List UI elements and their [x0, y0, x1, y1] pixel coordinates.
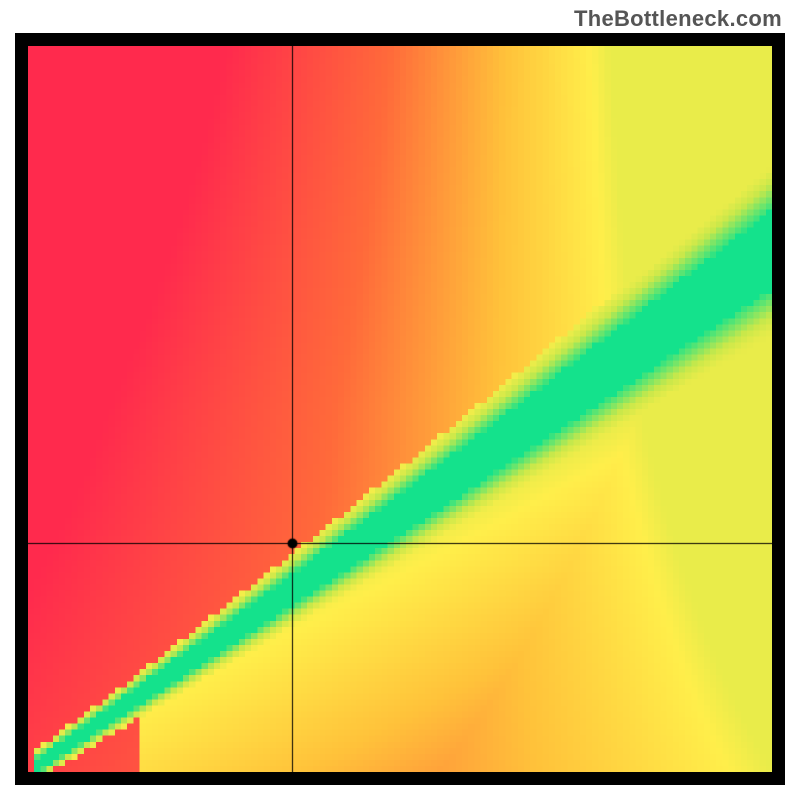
watermark-text: TheBottleneck.com [574, 6, 782, 32]
crosshair-overlay [28, 46, 772, 772]
